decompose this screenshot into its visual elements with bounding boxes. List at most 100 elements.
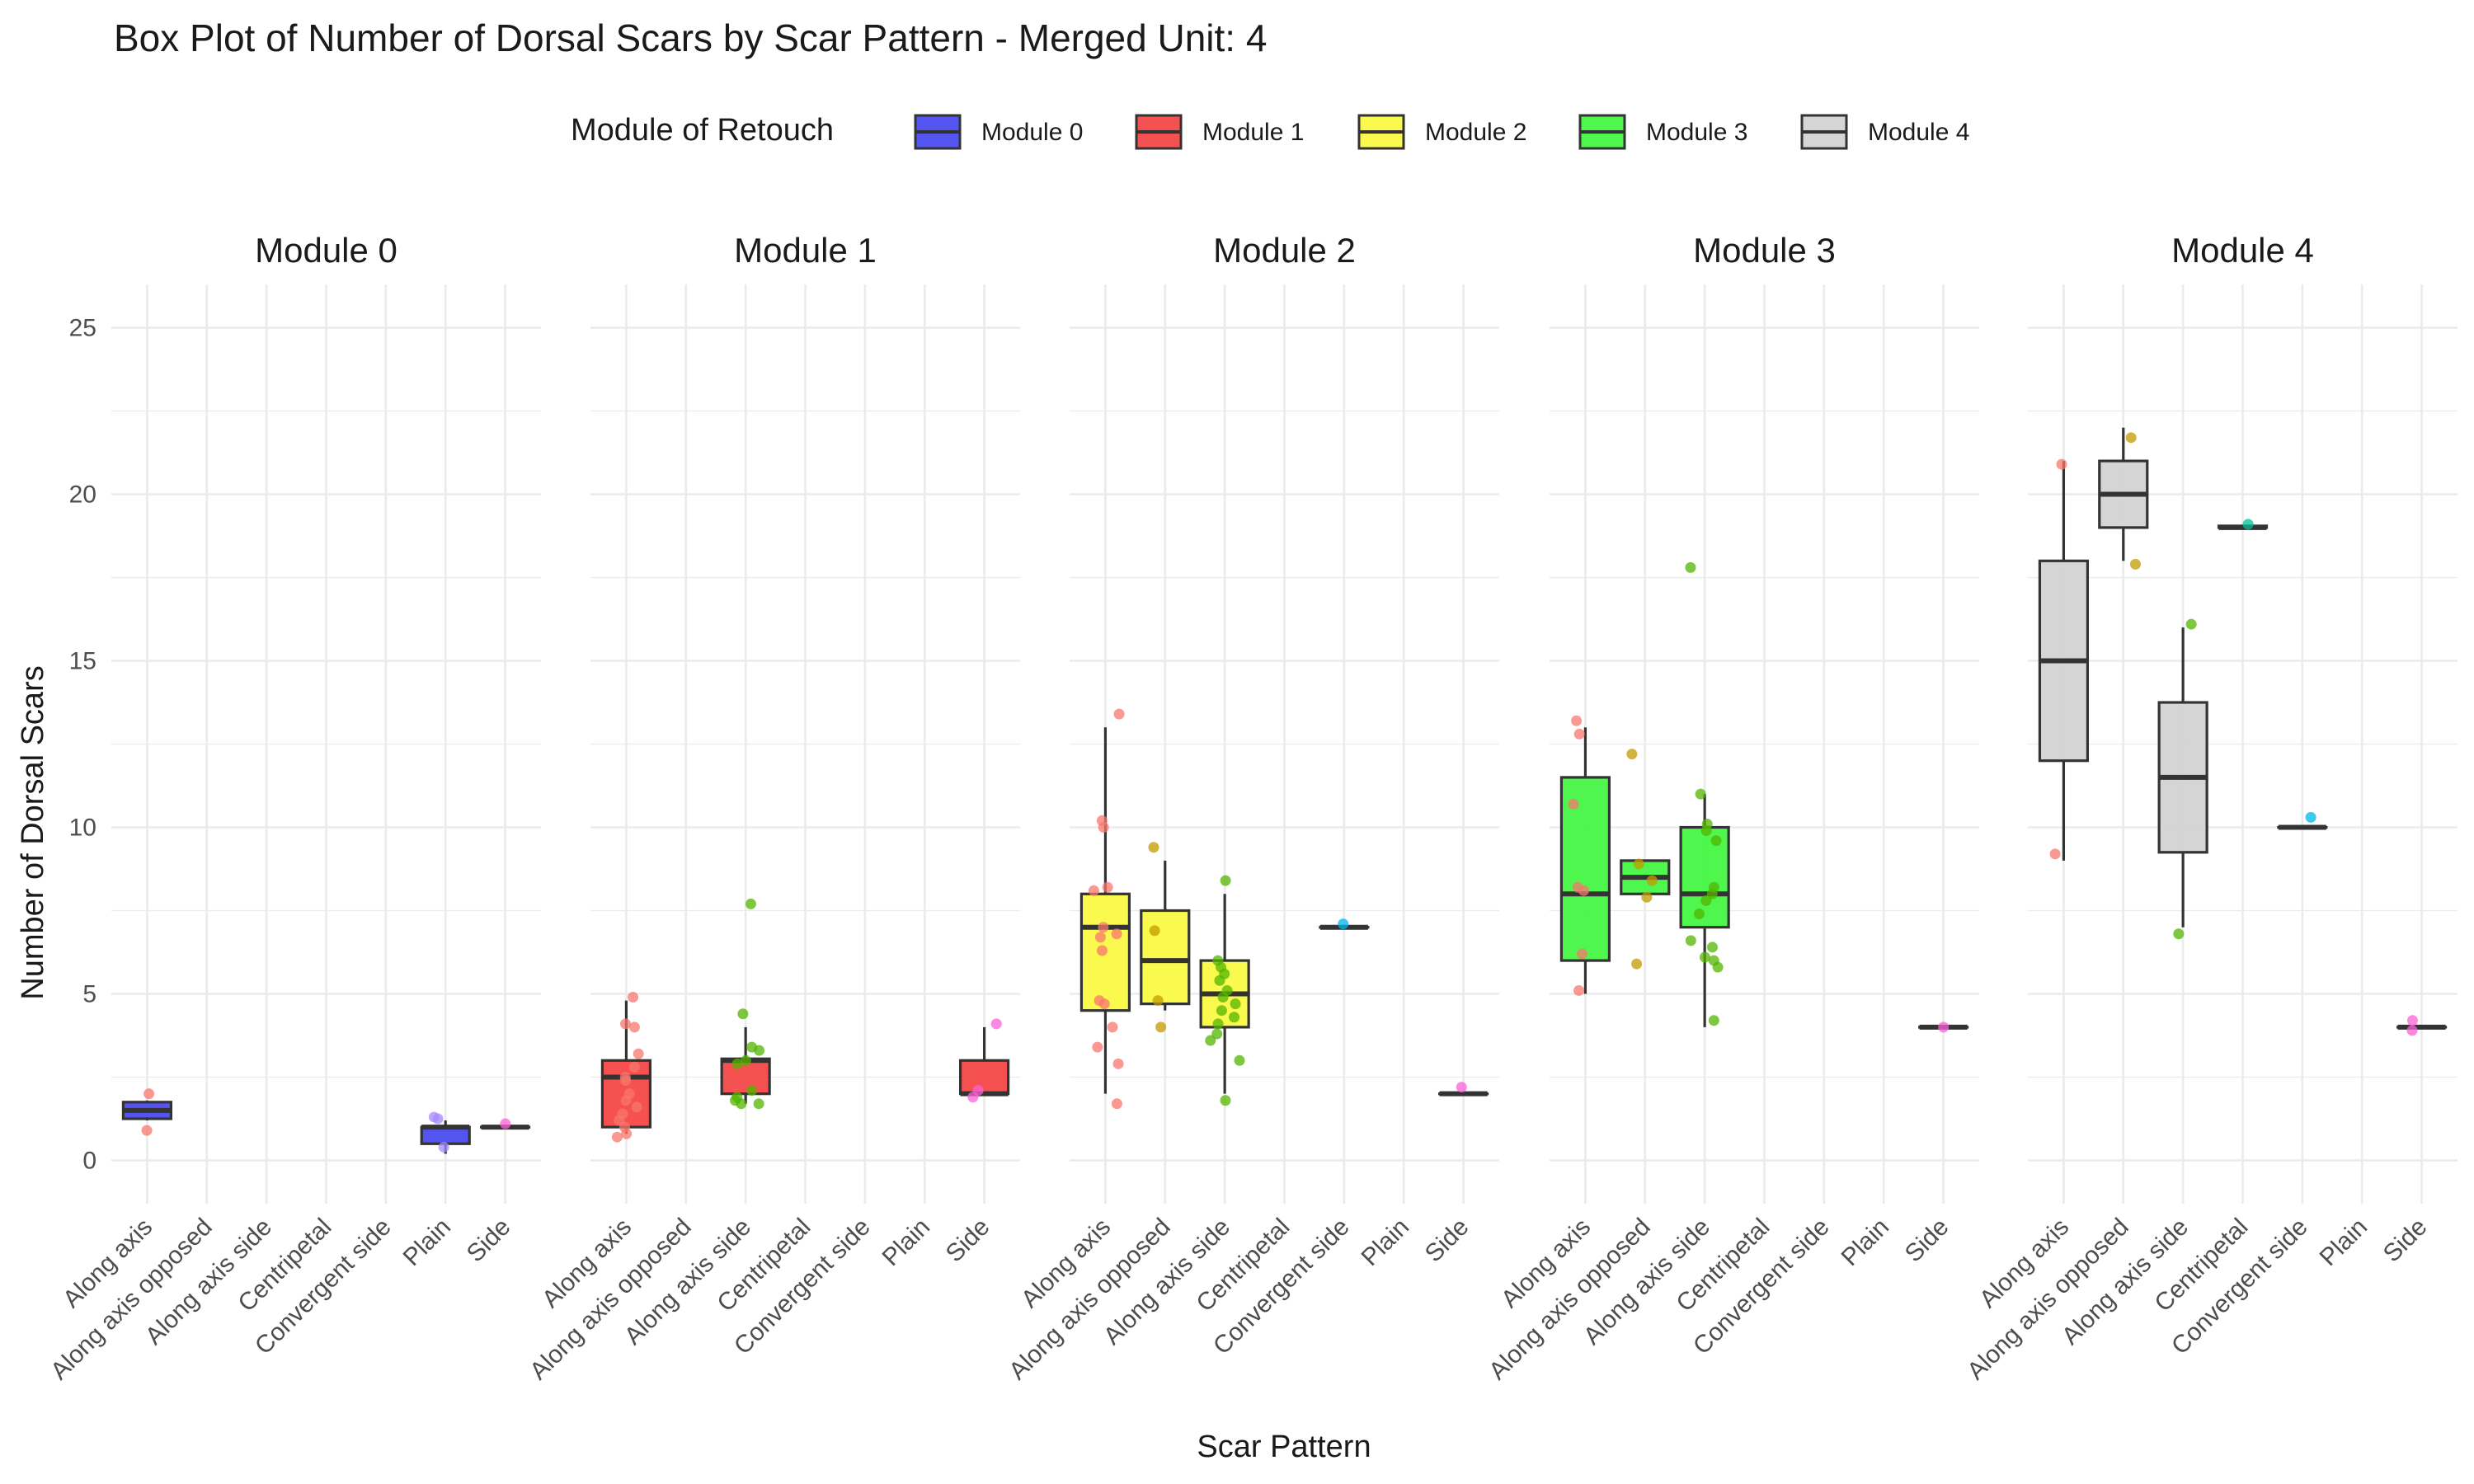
data-point bbox=[633, 1048, 644, 1059]
data-point bbox=[1228, 1012, 1239, 1023]
box-iqr bbox=[1559, 776, 1611, 962]
data-point bbox=[1111, 1098, 1122, 1110]
data-point bbox=[1573, 984, 1585, 996]
data-point bbox=[2129, 558, 2141, 570]
y-axis: 0 5 10 15 20 25 bbox=[69, 315, 96, 1175]
data-point bbox=[2173, 928, 2185, 940]
box-iqr bbox=[958, 1059, 1010, 1096]
data-point bbox=[1113, 708, 1125, 720]
box bbox=[2098, 427, 2149, 561]
data-point bbox=[620, 1095, 632, 1106]
data-point bbox=[141, 1125, 153, 1136]
data-point bbox=[1102, 881, 1113, 893]
data-point bbox=[1685, 561, 1696, 573]
data-point bbox=[1568, 798, 1579, 810]
box-iqr bbox=[720, 1057, 771, 1096]
data-point bbox=[1646, 875, 1658, 886]
box bbox=[121, 1100, 173, 1121]
box bbox=[2157, 627, 2208, 928]
box bbox=[2038, 461, 2090, 861]
data-point bbox=[1094, 932, 1106, 943]
chart-title: Box Plot of Number of Dorsal Scars by Sc… bbox=[114, 16, 1267, 59]
data-point bbox=[2305, 811, 2316, 823]
y-axis-title: Number of Dorsal Scars bbox=[16, 665, 50, 999]
data-point bbox=[990, 1018, 1002, 1030]
data-point bbox=[2125, 432, 2137, 444]
data-point bbox=[628, 1021, 640, 1033]
data-point bbox=[1708, 1015, 1719, 1026]
data-point bbox=[1631, 958, 1643, 970]
box bbox=[1140, 860, 1191, 1011]
x-axis-title: Scar Pattern bbox=[1197, 1430, 1371, 1464]
facet-title: Module 0 bbox=[255, 231, 397, 270]
data-point bbox=[1456, 1082, 1467, 1093]
data-point bbox=[1700, 825, 1712, 837]
data-point bbox=[1230, 998, 1241, 1010]
legend-title: Module of Retouch bbox=[571, 113, 834, 148]
data-point bbox=[619, 1018, 631, 1030]
data-point bbox=[1205, 1035, 1216, 1046]
facet-title: Module 2 bbox=[1213, 231, 1356, 270]
data-point bbox=[736, 1098, 747, 1110]
data-point bbox=[2056, 458, 2067, 470]
data-point bbox=[1633, 858, 1644, 870]
facet-title: Module 4 bbox=[2171, 231, 2314, 270]
data-point bbox=[1096, 945, 1108, 956]
data-point bbox=[746, 1085, 758, 1097]
facet-title: Module 3 bbox=[1693, 231, 1836, 270]
data-point bbox=[2406, 1015, 2418, 1026]
legend-item-2: Module 2 bbox=[1357, 114, 1526, 150]
data-point bbox=[1220, 875, 1231, 886]
y-tick-label: 15 bbox=[69, 648, 96, 675]
data-point bbox=[1710, 835, 1722, 847]
data-point bbox=[628, 992, 639, 1003]
data-point bbox=[2049, 848, 2061, 860]
data-point bbox=[1700, 895, 1712, 906]
data-point bbox=[1211, 1028, 1223, 1040]
y-tick-label: 25 bbox=[69, 315, 96, 342]
data-point bbox=[1693, 909, 1705, 920]
data-point bbox=[1695, 788, 1706, 800]
data-point bbox=[611, 1131, 623, 1143]
data-point bbox=[967, 1092, 979, 1103]
data-point bbox=[1217, 992, 1229, 1003]
data-point bbox=[1220, 1095, 1231, 1106]
data-point bbox=[731, 1058, 743, 1069]
data-point bbox=[1685, 935, 1696, 946]
data-point bbox=[1626, 749, 1638, 760]
data-point bbox=[1641, 891, 1653, 903]
data-point bbox=[745, 898, 756, 909]
data-point bbox=[1155, 1021, 1167, 1033]
legend-item-label: Module 4 bbox=[1868, 119, 1969, 146]
data-point bbox=[1088, 885, 1099, 896]
data-point bbox=[1699, 951, 1710, 963]
legend-item-3: Module 3 bbox=[1578, 114, 1747, 150]
data-point bbox=[1214, 974, 1225, 986]
legend-item-label: Module 3 bbox=[1646, 119, 1747, 146]
data-point bbox=[500, 1118, 511, 1129]
data-point bbox=[1706, 942, 1718, 953]
data-point bbox=[628, 1061, 640, 1073]
y-tick-label: 5 bbox=[82, 980, 96, 1007]
box bbox=[1559, 727, 1611, 994]
facet-title: Module 1 bbox=[734, 231, 877, 270]
grid bbox=[111, 284, 541, 1204]
y-tick-label: 0 bbox=[82, 1147, 96, 1174]
data-point bbox=[1712, 961, 1724, 973]
data-point bbox=[1571, 715, 1583, 726]
box bbox=[2217, 524, 2269, 530]
data-point bbox=[1098, 821, 1109, 833]
data-point bbox=[753, 1098, 764, 1110]
data-point bbox=[1111, 928, 1122, 940]
data-point bbox=[740, 1054, 751, 1066]
data-point bbox=[1573, 728, 1585, 740]
data-point bbox=[1578, 885, 1589, 896]
box bbox=[720, 1026, 771, 1104]
data-point bbox=[1112, 1058, 1124, 1069]
grid bbox=[590, 284, 1020, 1204]
data-point bbox=[754, 1045, 765, 1056]
data-point bbox=[143, 1088, 155, 1100]
box-iqr bbox=[420, 1125, 471, 1145]
legend-item-0: Module 0 bbox=[914, 114, 1083, 150]
